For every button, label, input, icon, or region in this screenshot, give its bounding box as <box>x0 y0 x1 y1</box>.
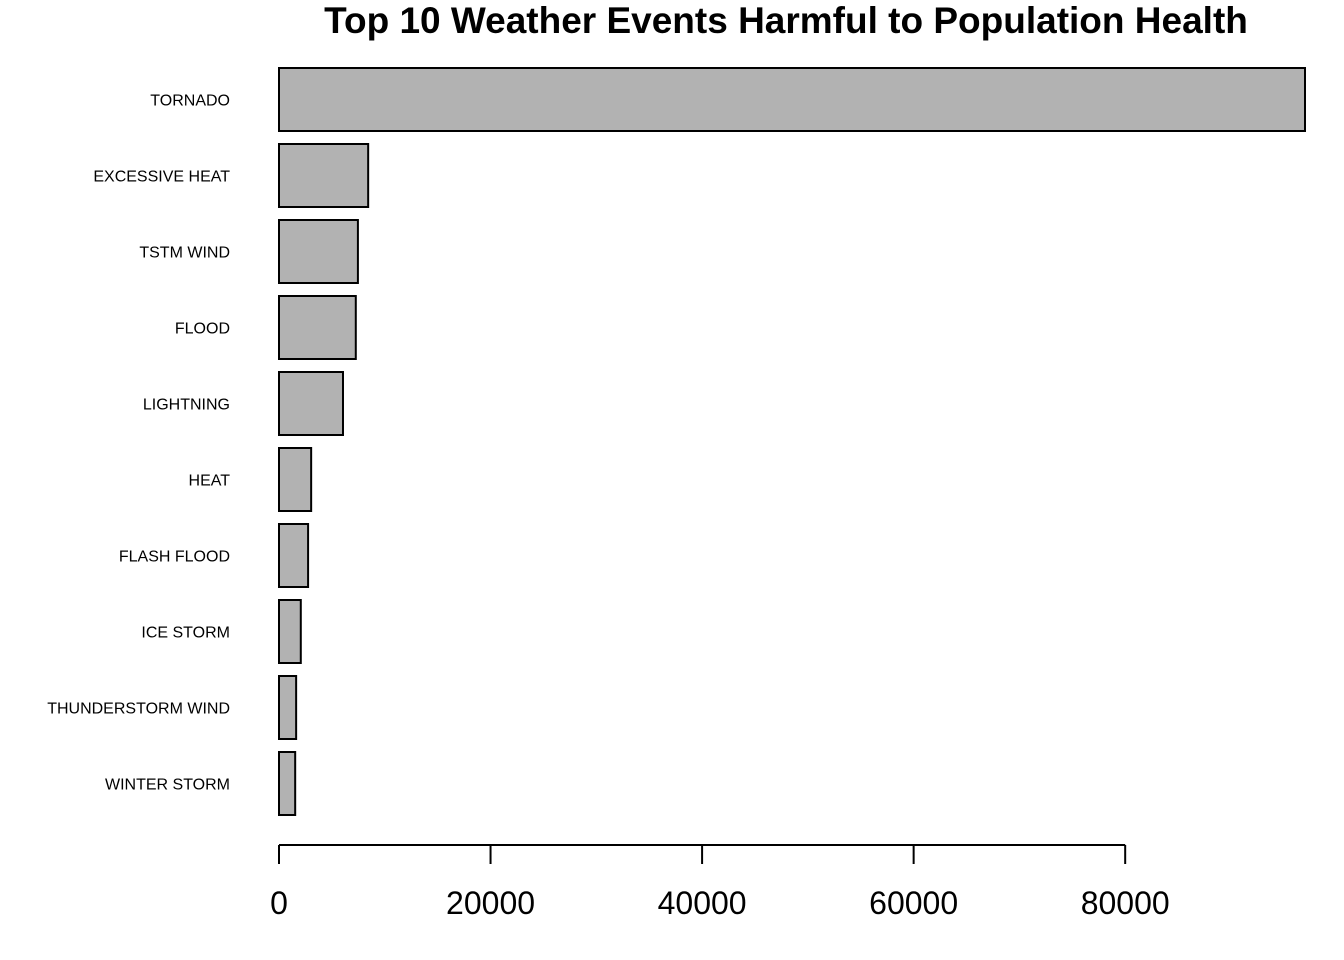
bar-ice-storm <box>278 599 302 664</box>
bar-flash-flood <box>278 523 310 588</box>
category-labels: TORNADO EXCESSIVE HEAT TSTM WIND FLOOD LIGHT… <box>47 93 230 794</box>
chart-title: Top 10 Weather Events Harmful to Populat… <box>324 0 1248 41</box>
x-tick-label-0: 0 <box>270 885 288 921</box>
bar-flood <box>278 295 357 360</box>
category-label-winter-storm: WINTER STORM <box>105 777 230 794</box>
category-label-flash-flood: FLASH FLOOD <box>119 549 230 566</box>
x-tick-label-80000: 80000 <box>1081 885 1170 921</box>
category-label-thunderstorm-wind: THUNDERSTORM WIND <box>47 701 230 718</box>
bar-heat <box>278 447 313 512</box>
category-label-lightning: LIGHTNING <box>143 397 230 414</box>
bar-lightning <box>278 371 344 436</box>
bar-excessive-heat <box>278 143 370 208</box>
category-label-excessive-heat: EXCESSIVE HEAT <box>93 169 230 186</box>
category-label-flood: FLOOD <box>175 321 230 338</box>
category-label-tstm-wind: TSTM WIND <box>139 245 230 262</box>
bar-tstm-wind <box>278 219 359 284</box>
x-tick-label-60000: 60000 <box>869 885 958 921</box>
x-tick-label-40000: 40000 <box>658 885 747 921</box>
bar-thunderstorm-wind <box>278 675 298 740</box>
bars <box>278 67 1306 816</box>
bar-tornado <box>278 67 1306 132</box>
category-label-heat: HEAT <box>189 473 231 490</box>
bar-winter-storm <box>278 751 297 816</box>
category-label-tornado: TORNADO <box>150 93 230 110</box>
category-label-ice-storm: ICE STORM <box>141 625 230 642</box>
x-axis: 0 20000 40000 60000 80000 <box>270 844 1170 921</box>
x-tick-label-20000: 20000 <box>446 885 535 921</box>
